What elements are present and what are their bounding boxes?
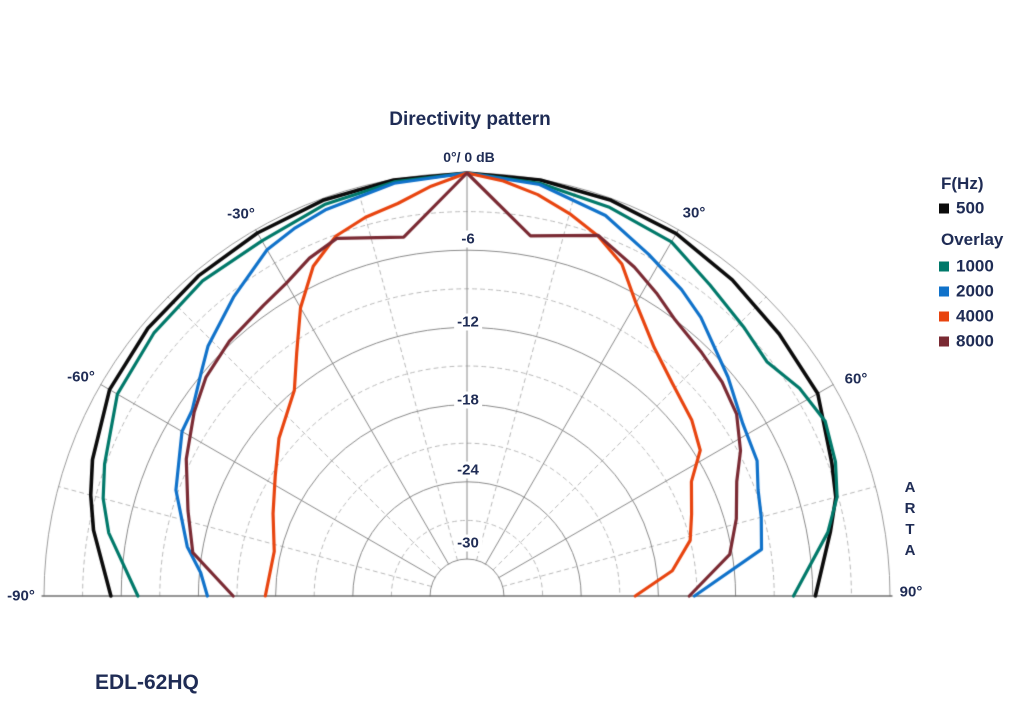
db-ring-label-6: -6 [458, 230, 478, 248]
apex-angle-db-label: 0°/ 0 dB [443, 149, 495, 165]
db-ring-label-12: -12 [454, 313, 482, 331]
db-ring-label-18: -18 [454, 391, 482, 409]
legend-item-4000: 4000 [939, 308, 994, 325]
legend-item-8000: 8000 [939, 333, 994, 350]
db-ring-label-30: -30 [454, 534, 482, 552]
legend-item-1000: 1000 [939, 258, 994, 275]
legend-overlay-header: Overlay [941, 230, 1004, 249]
angle-label-plus-30: 30° [682, 204, 706, 222]
legend-swatch-2000 [939, 286, 949, 296]
legend-label-2000: 2000 [956, 281, 994, 301]
angle-label-plus-60: 60° [844, 370, 868, 388]
legend-swatch-4000 [939, 311, 949, 321]
legend-frequency-header: F(Hz) [941, 174, 984, 193]
legend-swatch-8000 [939, 336, 949, 346]
legend-item-2000: 2000 [939, 283, 994, 300]
angle-label-minus-30: -30° [227, 205, 255, 223]
arta-letter: R [904, 500, 916, 517]
arta-letter: T [905, 521, 915, 538]
legend-label-1000: 1000 [956, 256, 994, 276]
arta-letter: A [904, 479, 916, 496]
angle-label-minus-90: -90° [7, 587, 35, 605]
angle-label-plus-90: 90° [899, 583, 923, 601]
legend-label-8000: 8000 [956, 331, 994, 351]
legend-item-500: 500 [939, 200, 984, 217]
legend-label-4000: 4000 [956, 306, 994, 326]
legend-swatch-500 [939, 203, 949, 213]
angle-label-minus-60: -60° [67, 368, 95, 386]
device-model-label: EDL-62HQ [95, 671, 199, 694]
arta-letter: A [904, 542, 916, 559]
legend-swatch-1000 [939, 261, 949, 271]
legend-label-500: 500 [956, 198, 985, 218]
db-ring-label-24: -24 [454, 461, 482, 479]
chart-title: Directivity pattern [389, 109, 551, 130]
arta-vertical-wordmark: A R T A [905, 477, 916, 561]
